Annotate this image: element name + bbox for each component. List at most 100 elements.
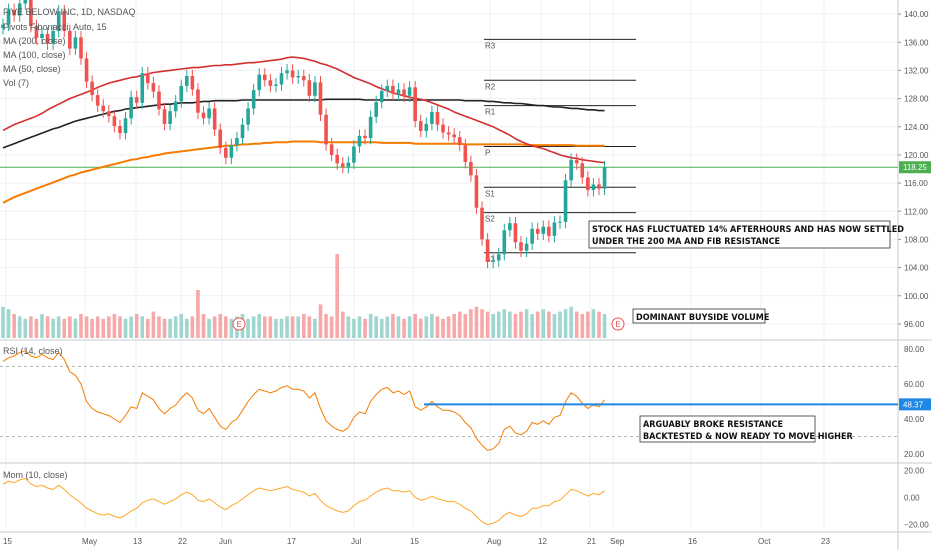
candle-body (430, 111, 434, 124)
time-tick-label: Sep (610, 537, 625, 546)
candle-body (173, 101, 178, 112)
candle-body (313, 82, 317, 96)
candle-body (12, 9, 16, 16)
volume-bar (530, 314, 534, 338)
fib-pivot-levels: R3 R2 R1 P S1 S2 S3 (0, 38, 898, 264)
volume-bar (95, 316, 100, 338)
candle-body (396, 89, 401, 94)
candle-body (123, 118, 128, 134)
volume-bar (84, 316, 89, 338)
candle-body (491, 260, 495, 262)
volume-bar (279, 318, 284, 338)
candle-body (318, 82, 323, 115)
volume-bar (374, 316, 378, 338)
candle-body (279, 73, 284, 85)
candle-body (274, 84, 278, 86)
volume-bar (418, 318, 423, 338)
ma50-line (2, 56, 605, 164)
volume-bar (251, 316, 256, 338)
pivot-label: S2 (485, 215, 495, 224)
volume-bar (552, 314, 557, 338)
pivot-label: S1 (485, 189, 495, 198)
volume-bar (313, 318, 317, 338)
volume-bar (574, 311, 579, 338)
volume-bar (485, 311, 490, 338)
time-tick-label: 22 (178, 537, 187, 546)
candle-body (79, 37, 83, 59)
volume-bar (352, 318, 356, 338)
candle-body (246, 108, 250, 125)
volume-bar (207, 318, 211, 338)
time-tick-label: Jun (219, 537, 232, 546)
candle-body (301, 76, 306, 81)
main-note-line-1: STOCK HAS FLUCTUATED 14% AFTERHOURS AND … (592, 225, 904, 235)
volume-bar (452, 314, 456, 338)
momentum-pane (2, 477, 605, 526)
volume-bar (123, 318, 128, 338)
candle-body (457, 137, 462, 146)
candle-body (418, 121, 423, 131)
candle-body (441, 124, 445, 133)
candle-body (56, 11, 61, 31)
time-tick-label: 12 (538, 537, 547, 546)
momentum-tick-label: −20.00 (904, 521, 929, 530)
volume-bar (107, 316, 111, 338)
volume-bar (151, 311, 156, 338)
momentum-label: Mom (10, close) (3, 470, 68, 480)
volume-bar (424, 316, 429, 338)
candle-body (340, 163, 345, 167)
time-tick-label: 13 (133, 537, 142, 546)
volume-bar (591, 309, 596, 338)
volume-bar (524, 309, 529, 338)
price-tick-label: 120.00 (904, 151, 929, 160)
price-tick-label: 104.00 (904, 264, 929, 273)
volume-bar (508, 311, 512, 338)
volume-bar (463, 314, 468, 338)
candle-body (586, 177, 590, 191)
earnings-marker-label: E (615, 320, 620, 329)
rsi-label: RSI (14, close) (3, 346, 63, 356)
candle-body (185, 76, 189, 86)
volume-bar (246, 318, 250, 338)
candle-body (524, 243, 529, 251)
price-axis: 96.00 100.00 104.00 108.00 112.00 116.00 120.0… (898, 10, 931, 530)
volume-bar (73, 318, 78, 338)
time-tick-label: Oct (758, 537, 771, 546)
candle-body (391, 85, 395, 94)
main-note-box: STOCK HAS FLUCTUATED 14% AFTERHOURS AND … (588, 220, 904, 249)
volume-bar (290, 316, 295, 338)
volume-bar (368, 314, 373, 338)
volume-bar (285, 316, 289, 338)
candle-body (146, 73, 150, 84)
volume-bar (329, 316, 334, 338)
candle-body (45, 33, 50, 44)
candle-body (452, 134, 456, 138)
volume-bar (23, 318, 28, 338)
rsi-tick-label: 20.00 (904, 450, 925, 459)
candle-body (513, 223, 518, 243)
pivot-label: P (485, 148, 490, 157)
volume-bar (168, 318, 172, 338)
candle-body (407, 87, 412, 96)
candle-body (140, 73, 145, 103)
volume-bar (68, 316, 72, 338)
candle-body (68, 30, 72, 49)
candle-body (324, 114, 328, 145)
candle-body (547, 226, 551, 236)
volume-bar (101, 318, 106, 338)
candle-body (6, 9, 11, 25)
legend-ma200: MA (200, close) (3, 36, 66, 46)
volume-bar (51, 318, 55, 338)
volume-bar (586, 311, 590, 338)
current-price-tag (899, 161, 931, 174)
candle-body (346, 162, 351, 167)
candle-body (29, 0, 33, 27)
volume-bar (480, 309, 484, 338)
volume-bar (12, 314, 16, 338)
volume-bar (140, 316, 145, 338)
volume-bar (407, 316, 412, 338)
candle-body (73, 37, 78, 49)
volume-bar (318, 304, 323, 338)
